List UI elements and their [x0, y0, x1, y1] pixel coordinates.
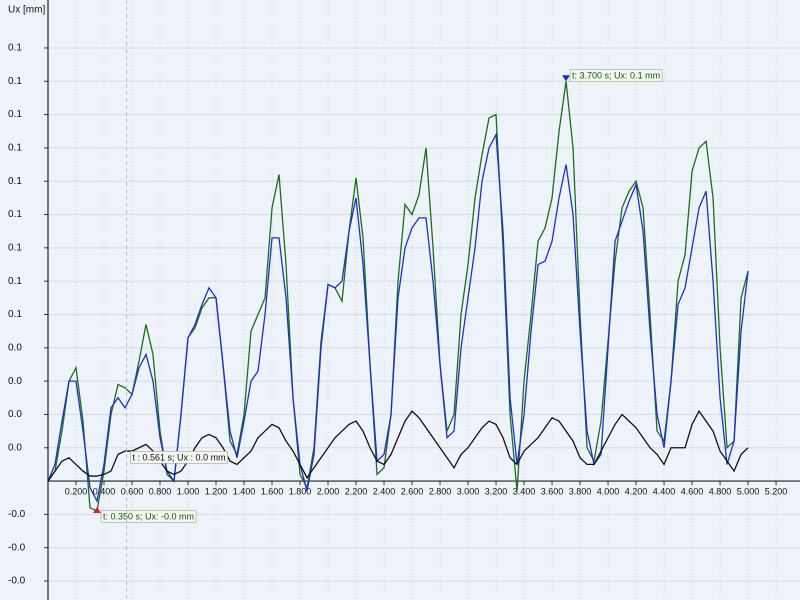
- y-tick-label: -0.0: [8, 576, 26, 587]
- y-tick-label: -0.0: [8, 509, 26, 520]
- annotation-marker: [562, 75, 571, 82]
- x-tick-label: 3.800: [569, 486, 592, 496]
- y-tick-label: 0.1: [8, 109, 22, 120]
- x-tick-label: 5.200: [765, 486, 788, 496]
- x-tick-label: 4.600: [681, 486, 704, 496]
- x-tick-label: 0.800: [149, 486, 172, 496]
- y-tick-label: 0.1: [8, 309, 22, 320]
- y-tick-label: -0.0: [8, 542, 26, 553]
- x-tick-label: 2.400: [373, 486, 396, 496]
- x-tick-label: 3.600: [541, 486, 564, 496]
- x-tick-label: 2.200: [345, 486, 368, 496]
- x-tick-label: 1.400: [233, 486, 256, 496]
- annotation-bg: [569, 69, 663, 82]
- x-tick-label: 1.200: [205, 486, 228, 496]
- annotation-box: t: 3.700 s; Ux: 0.1 mm: [569, 69, 663, 82]
- y-tick-label: 0.1: [8, 276, 22, 287]
- annotation-label: t: 3.700 s; Ux: 0.1 mm: [572, 71, 660, 81]
- x-tick-label: 2.000: [317, 486, 340, 496]
- x-tick-label: 2.600: [401, 486, 424, 496]
- annotation-marker: [93, 507, 102, 514]
- x-tick-label: 4.800: [709, 486, 732, 496]
- x-tick-label: 3.200: [485, 486, 508, 496]
- y-tick-label: 0.1: [8, 243, 22, 254]
- x-tick-label: 3.000: [457, 486, 480, 496]
- annotation-bg: [130, 451, 228, 464]
- y-axis-title: Ux [mm]: [8, 5, 45, 16]
- x-tick-label: 0.400: [93, 486, 116, 496]
- annotation-box: t: 0.350 s; Ux: -0.0 mm: [100, 510, 197, 523]
- y-tick-label: 0.0: [8, 342, 22, 353]
- annotation-box: t : 0.561 s; Ux : 0.0 mm: [130, 451, 228, 464]
- x-tick-label: 4.000: [597, 486, 620, 496]
- x-tick-label: 1.800: [289, 486, 312, 496]
- y-tick-label: 0.0: [8, 409, 22, 420]
- y-tick-label: 0.1: [8, 143, 22, 154]
- x-tick-label: 2.800: [429, 486, 452, 496]
- annotation-bg: [100, 510, 197, 523]
- x-tick-label: 1.600: [261, 486, 284, 496]
- x-tick-label: 3.400: [513, 486, 536, 496]
- x-tick-label: 4.200: [625, 486, 648, 496]
- y-tick-label: 0.0: [8, 376, 22, 387]
- x-tick-label: 1.000: [177, 486, 200, 496]
- x-tick-label: 4.400: [653, 486, 676, 496]
- y-tick-label: 0.1: [8, 176, 22, 187]
- annotation-label: t : 0.561 s; Ux : 0.0 mm: [133, 452, 226, 462]
- y-tick-label: 0.1: [8, 76, 22, 87]
- x-tick-label: 0.600: [121, 486, 144, 496]
- x-tick-label: 0.200: [65, 486, 88, 496]
- y-tick-label: 0.1: [8, 43, 22, 54]
- series-line: [47, 409, 749, 482]
- annotation-label: t: 0.350 s; Ux: -0.0 mm: [103, 511, 194, 521]
- y-tick-label: 0.1: [8, 209, 22, 220]
- x-tick-label: 5.000: [737, 486, 760, 496]
- y-tick-label: 0.0: [8, 442, 22, 453]
